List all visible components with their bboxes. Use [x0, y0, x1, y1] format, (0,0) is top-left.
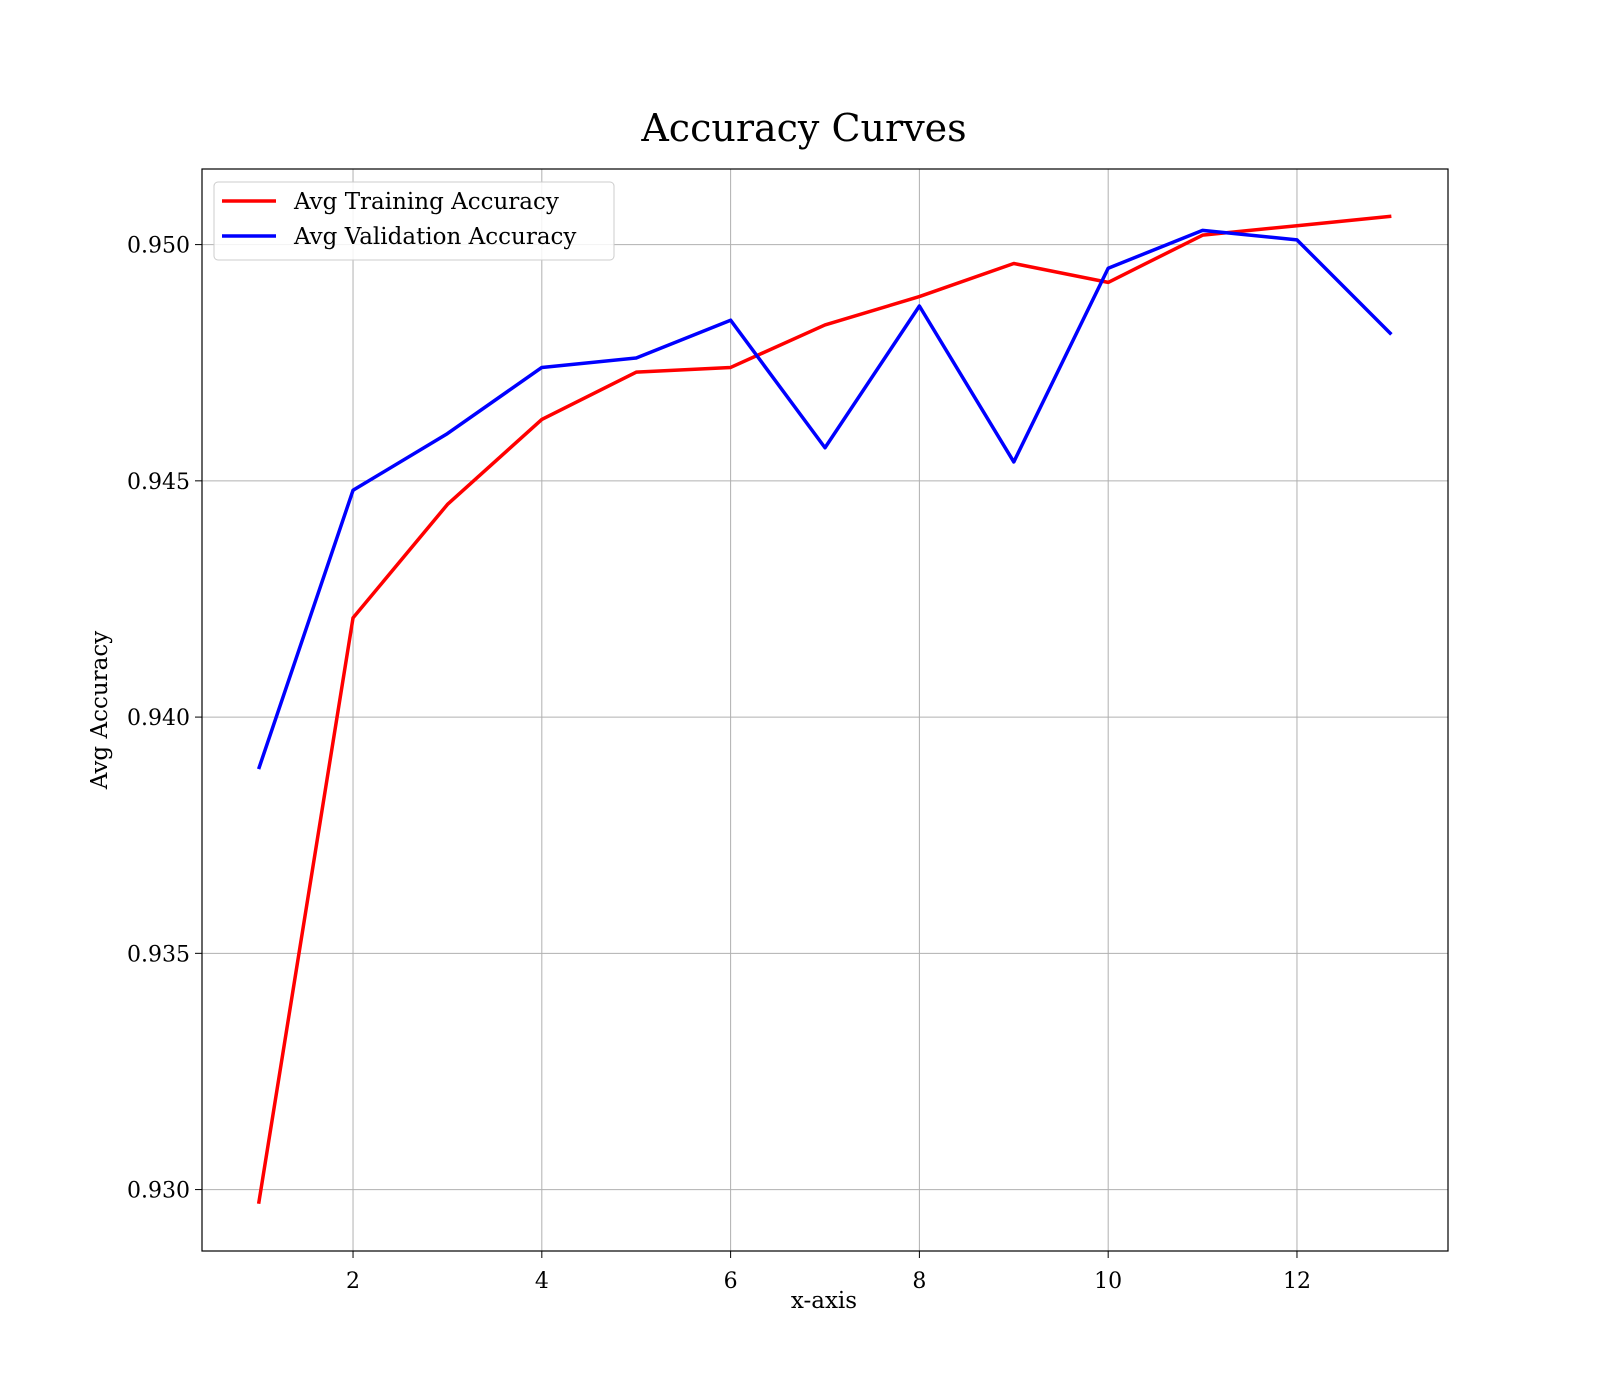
x-axis-label: x-axis: [791, 1288, 857, 1314]
axis-ticks: 2 4 6 8 10 12 0.930 0.935 0.940 0.945 0.950: [127, 234, 1311, 1294]
legend-box: [213, 181, 615, 261]
x-tick-label: 8: [912, 1269, 926, 1294]
y-axis-label: Avg Accuracy: [87, 631, 113, 790]
chart-title: Accuracy Curves: [640, 106, 966, 150]
x-tick-label: 2: [346, 1269, 360, 1294]
x-tick-label: 4: [535, 1269, 549, 1294]
training-accuracy-line: [256, 214, 1392, 1205]
plot-area-frame: [201, 168, 1449, 1252]
y-tick-label: 0.945: [127, 470, 190, 495]
grid: [202, 169, 1448, 1251]
y-tick-label: 0.950: [127, 234, 190, 259]
x-tick-label: 10: [1094, 1269, 1122, 1294]
x-tick-label: 12: [1283, 1269, 1311, 1294]
legend: Avg Training Accuracy Avg Validation Acc…: [213, 181, 615, 261]
x-tick-label: 6: [724, 1269, 738, 1294]
validation-accuracy-line: [256, 228, 1393, 770]
y-tick-label: 0.940: [127, 706, 190, 731]
y-tick-label: 0.935: [127, 942, 190, 967]
series-lines: [256, 214, 1393, 1205]
legend-label-validation: Avg Validation Accuracy: [293, 224, 576, 250]
y-tick-label: 0.930: [127, 1179, 190, 1204]
legend-label-training: Avg Training Accuracy: [293, 189, 559, 215]
